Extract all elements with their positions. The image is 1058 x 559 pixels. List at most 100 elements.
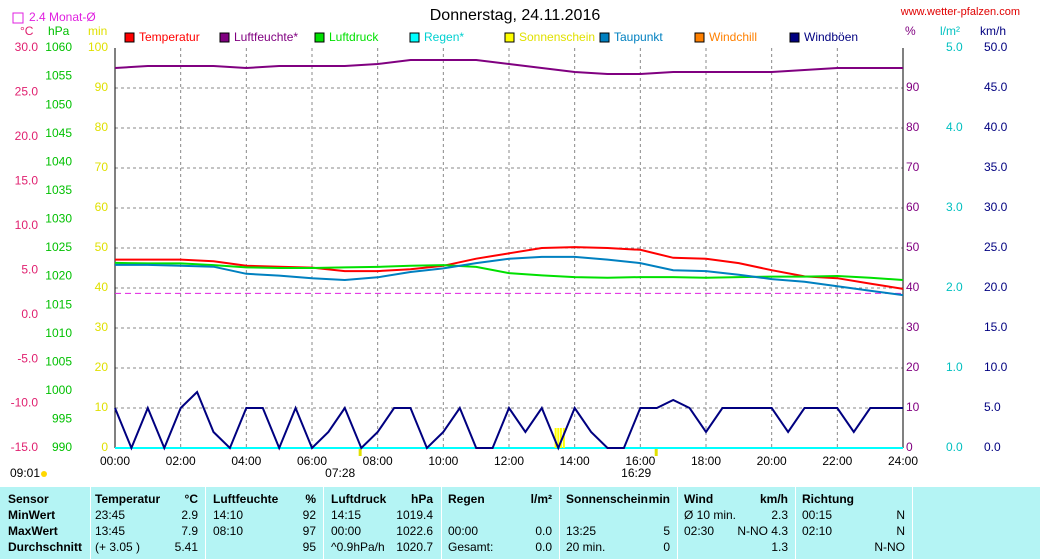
y-tick-label: 0.0 bbox=[946, 440, 963, 454]
table-cell: N bbox=[896, 524, 905, 538]
x-tick-label: 04:00 bbox=[231, 454, 261, 468]
x-tick-label: 06:00 bbox=[297, 454, 327, 468]
table-cell: 00:00 bbox=[331, 524, 362, 538]
y-tick-label: 30.0 bbox=[15, 40, 39, 54]
y-tick-label: -5.0 bbox=[17, 351, 38, 365]
y-tick-label: 25.0 bbox=[984, 240, 1008, 254]
y-tick-label: 5.0 bbox=[21, 262, 38, 276]
series-line bbox=[114, 59, 903, 75]
sun-icon bbox=[41, 471, 47, 477]
table-cell: 20 min. bbox=[566, 540, 606, 554]
table-cell: Wind bbox=[684, 492, 714, 506]
table-cell: Sonnenschein bbox=[566, 492, 649, 506]
table-cell: Sensor bbox=[8, 492, 49, 506]
table-cell: 00:00 bbox=[448, 524, 479, 538]
y-tick-label: 995 bbox=[52, 412, 72, 426]
y-tick-label: 50.0 bbox=[984, 40, 1008, 54]
y-tick-label: 1055 bbox=[45, 69, 72, 83]
y-tick-label: 30 bbox=[906, 320, 920, 334]
y-tick-label: 100 bbox=[88, 40, 108, 54]
legend-label: Luftfeuchte* bbox=[234, 30, 298, 44]
table-cell: Regen bbox=[448, 492, 485, 506]
table-cell: 95 bbox=[302, 540, 316, 554]
y-tick-label: 40 bbox=[95, 280, 109, 294]
table-cell: N bbox=[896, 508, 905, 522]
legend-swatch bbox=[409, 32, 420, 43]
column-separator bbox=[90, 487, 91, 559]
table-cell: Gesamt: bbox=[448, 540, 494, 554]
y-tick-label: 20.0 bbox=[984, 280, 1008, 294]
x-tick-label: 10:00 bbox=[428, 454, 458, 468]
table-cell: 1020.7 bbox=[396, 540, 433, 554]
y-tick-label: 10 bbox=[95, 400, 109, 414]
legend-swatch bbox=[694, 32, 705, 43]
bar bbox=[557, 428, 560, 448]
y-tick-label: 1.0 bbox=[946, 360, 963, 374]
y-tick-label: 50 bbox=[95, 240, 109, 254]
table-cell: Richtung bbox=[802, 492, 854, 506]
column-separator bbox=[677, 487, 678, 559]
chart: Donnerstag, 24.11.2016 www.wetter-pfalze… bbox=[10, 6, 1020, 480]
y-tick-label: 1035 bbox=[45, 183, 72, 197]
table-cell: ^0.9hPa/h bbox=[331, 540, 385, 554]
legend-swatch bbox=[124, 32, 135, 43]
legend-swatch bbox=[789, 32, 800, 43]
y-tick-label: 1060 bbox=[45, 40, 72, 54]
y-tick-label: 0.0 bbox=[984, 440, 1001, 454]
axis-unit: min bbox=[88, 24, 107, 38]
legend-label: Taupunkt bbox=[614, 30, 663, 44]
table-cell: 00:15 bbox=[802, 508, 833, 522]
table-cell: km/h bbox=[759, 492, 788, 506]
y-tick-label: 5.0 bbox=[984, 400, 1001, 414]
y-tick-label: 4.0 bbox=[946, 120, 963, 134]
series-line bbox=[114, 390, 903, 451]
y-tick-label: 1005 bbox=[45, 354, 72, 368]
y-tick-label: 25.0 bbox=[15, 85, 39, 99]
table-cell: 0.0 bbox=[535, 540, 552, 554]
y-tick-label: -10.0 bbox=[11, 396, 39, 410]
y-tick-label: 3.0 bbox=[946, 200, 963, 214]
axis-unit: km/h bbox=[980, 24, 1006, 38]
bar bbox=[559, 428, 562, 448]
avg-legend-box bbox=[12, 12, 24, 24]
sunset-label: 16:29 bbox=[621, 466, 651, 480]
y-tick-label: 30 bbox=[95, 320, 109, 334]
table-cell: 2.9 bbox=[181, 508, 198, 522]
y-tick-label: 990 bbox=[52, 440, 72, 454]
table-cell: 0 bbox=[663, 540, 670, 554]
table-cell: 14:10 bbox=[213, 508, 244, 522]
bar bbox=[562, 428, 565, 448]
table-cell: 1022.6 bbox=[396, 524, 433, 538]
y-tick-label: 1015 bbox=[45, 297, 72, 311]
y-tick-label: 60 bbox=[906, 200, 920, 214]
y-tick-label: 1000 bbox=[45, 383, 72, 397]
table-cell: N-NO 4.3 bbox=[737, 524, 788, 538]
table-cell: 2.3 bbox=[771, 508, 788, 522]
y-tick-label: 10.0 bbox=[15, 218, 39, 232]
table-cell: 13:25 bbox=[566, 524, 597, 538]
y-tick-label: 60 bbox=[95, 200, 109, 214]
chart-title: Donnerstag, 24.11.2016 bbox=[430, 7, 601, 24]
table-cell: 02:10 bbox=[802, 524, 833, 538]
source: www.wetter-pfalzen.com bbox=[900, 6, 1020, 18]
x-tick-label: 02:00 bbox=[166, 454, 196, 468]
x-tick-label: 18:00 bbox=[691, 454, 721, 468]
series-line bbox=[114, 261, 904, 281]
table-cell: (+ 3.05 ) bbox=[95, 540, 141, 554]
y-tick-label: 80 bbox=[95, 120, 109, 134]
day-length: 09:01 bbox=[10, 466, 40, 480]
x-tick-label: 08:00 bbox=[363, 454, 393, 468]
y-tick-label: 70 bbox=[95, 160, 109, 174]
column-separator bbox=[559, 487, 560, 559]
x-tick-label: 24:00 bbox=[888, 454, 918, 468]
table-cell: Durchschnitt bbox=[8, 540, 83, 554]
y-tick-label: 0 bbox=[101, 440, 108, 454]
table-cell: 0.0 bbox=[535, 524, 552, 538]
table-cell: 5.41 bbox=[174, 540, 198, 554]
table-cell: % bbox=[305, 492, 316, 506]
legend-swatch bbox=[504, 32, 515, 43]
table-cell: MinWert bbox=[8, 508, 56, 522]
x-tick-label: 12:00 bbox=[494, 454, 524, 468]
table-cell: Temperatur bbox=[95, 492, 161, 506]
